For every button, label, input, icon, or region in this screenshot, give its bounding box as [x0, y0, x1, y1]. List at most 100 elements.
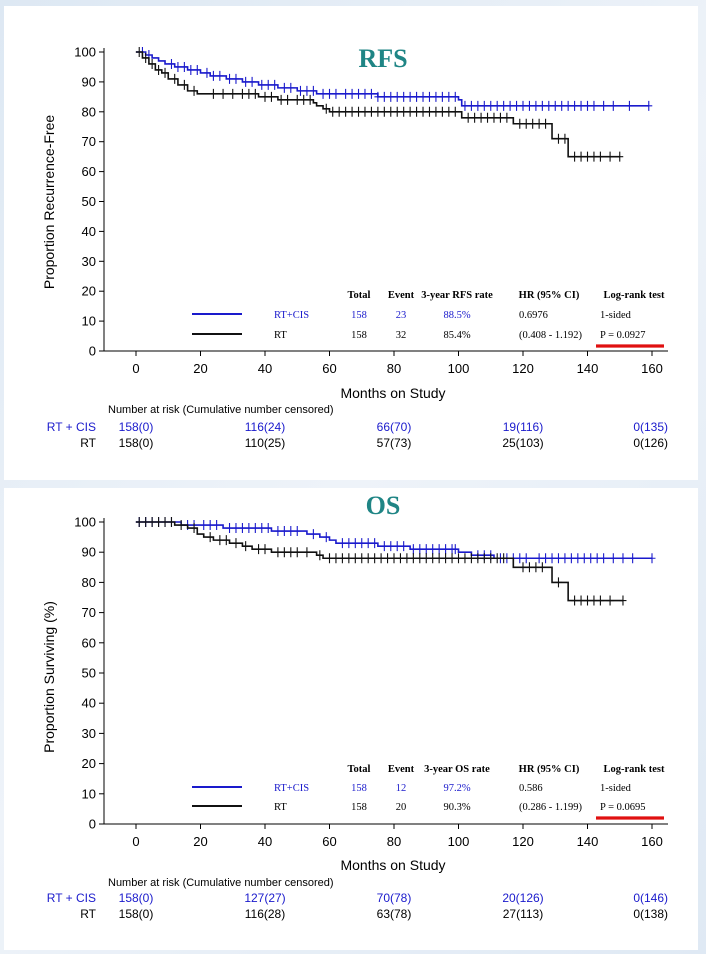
censor-mark: [500, 100, 508, 111]
censor-mark: [609, 553, 617, 564]
censor-mark: [451, 106, 459, 117]
censor-mark: [177, 520, 185, 531]
risk-table-title: Number at risk (Cumulative number censor…: [108, 877, 334, 889]
censor-mark: [606, 151, 614, 162]
censor-mark: [135, 517, 143, 527]
censor-mark: [480, 100, 488, 111]
censor-mark: [242, 76, 250, 87]
censor-mark: [616, 151, 624, 162]
y-tick-label: 90: [82, 545, 96, 560]
censor-mark: [193, 64, 201, 75]
risk-value: 127(27): [244, 891, 285, 905]
censor-mark: [467, 100, 475, 111]
censor-mark: [380, 91, 388, 102]
censor-mark: [322, 103, 330, 114]
censor-mark: [326, 553, 333, 564]
censor-mark: [490, 112, 498, 123]
os-chart: OS Proportion Surviving (%) Months on St…: [41, 491, 668, 921]
stats-header: 3-year OS rate: [424, 764, 490, 775]
stat-logrank: 1-sided: [600, 310, 632, 321]
censor-mark: [200, 520, 208, 531]
censor-mark: [403, 553, 411, 564]
stat-total: 158: [351, 802, 367, 813]
x-axis-label: Months on Study: [340, 385, 445, 401]
risk-row-label: RT + CIS: [47, 891, 96, 905]
risk-value: 158(0): [119, 420, 154, 434]
censor-mark: [400, 106, 408, 117]
censor-mark: [532, 562, 540, 573]
censor-mark: [438, 106, 446, 117]
censor-mark: [419, 91, 427, 102]
censor-mark: [645, 100, 653, 111]
risk-table-title: Number at risk (Cumulative number censor…: [108, 404, 334, 416]
y-tick-label: 100: [74, 515, 96, 530]
censor-mark: [500, 553, 508, 564]
censor-mark: [529, 118, 537, 129]
censor-mark: [387, 541, 395, 552]
censor-mark: [190, 523, 198, 534]
x-tick-label: 100: [448, 834, 470, 849]
censor-mark: [264, 79, 272, 90]
censor-mark: [300, 94, 308, 105]
censor-mark: [296, 85, 304, 96]
censor-mark: [293, 526, 301, 537]
censor-mark: [361, 106, 369, 117]
censor-mark: [345, 553, 353, 564]
censor-mark: [387, 106, 395, 117]
x-tick-label: 100: [448, 361, 470, 376]
censor-mark: [493, 553, 501, 564]
censor-mark: [590, 151, 598, 162]
y-tick-label: 50: [82, 666, 96, 681]
censor-mark: [342, 88, 350, 99]
censor-mark: [451, 544, 459, 555]
y-tick-label: 60: [82, 164, 96, 179]
x-tick-label: 0: [132, 834, 139, 849]
censor-mark: [474, 553, 482, 564]
censor-mark: [155, 517, 163, 527]
censor-mark: [361, 88, 369, 99]
censor-mark: [261, 544, 269, 555]
censor-mark: [554, 553, 562, 564]
legend-label: RT+CIS: [274, 310, 309, 321]
chart-title: RFS: [358, 44, 407, 73]
censor-mark: [280, 82, 288, 93]
censor-mark: [155, 64, 163, 75]
censor-mark: [554, 577, 562, 588]
risk-value: 70(78): [377, 891, 412, 905]
censor-mark: [393, 106, 401, 117]
censor-mark: [577, 151, 585, 162]
censor-mark: [345, 538, 353, 549]
censor-mark: [548, 553, 556, 564]
censor-mark: [538, 100, 546, 111]
censor-mark: [287, 526, 295, 537]
censor-mark: [625, 100, 633, 111]
censor-mark: [277, 94, 285, 105]
censor-mark: [406, 91, 414, 102]
censor-mark: [216, 535, 224, 546]
risk-value: 19(116): [503, 420, 543, 434]
censor-mark: [258, 79, 266, 90]
stats-table: Total Event 3-year OS rate HR (95% CI) Log-r…: [192, 764, 665, 820]
censor-mark: [203, 67, 211, 78]
censor-mark: [393, 91, 401, 102]
risk-value: 158(0): [119, 907, 154, 921]
censor-mark: [442, 553, 450, 564]
censor-mark: [219, 88, 227, 99]
censor-mark: [251, 523, 259, 534]
censor-mark: [629, 553, 637, 564]
censor-mark: [590, 100, 598, 111]
risk-value: 158(0): [119, 436, 154, 450]
censor-mark: [551, 100, 559, 111]
censor-mark: [406, 106, 414, 117]
stat-hr: (0.408 - 1.192): [519, 330, 582, 341]
stat-event: 32: [396, 330, 407, 341]
censor-mark: [229, 88, 237, 99]
censor-mark: [245, 523, 253, 534]
risk-row-label: RT + CIS: [47, 420, 96, 434]
legend-label: RT: [274, 330, 287, 341]
x-tick-label: 40: [258, 834, 272, 849]
censor-mark: [429, 553, 437, 564]
censor-mark: [422, 544, 430, 555]
stat-hr: (0.286 - 1.199): [519, 802, 582, 813]
censor-mark: [413, 91, 421, 102]
